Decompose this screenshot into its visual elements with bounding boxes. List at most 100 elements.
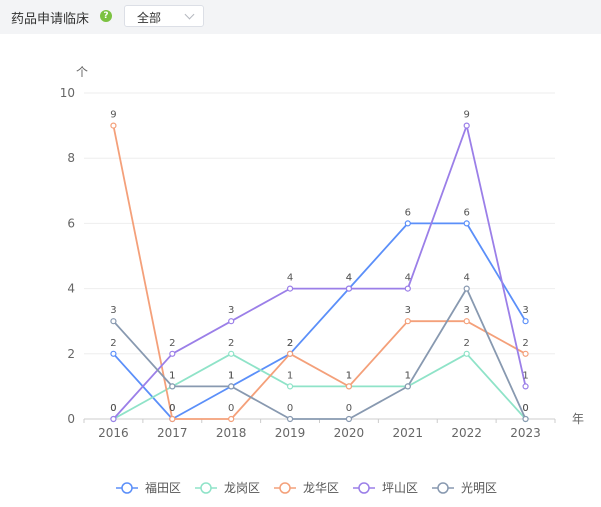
y-tick-label: 2 bbox=[67, 347, 75, 361]
question-circle-icon[interactable]: ? bbox=[100, 10, 112, 22]
x-tick-label: 2022 bbox=[451, 426, 482, 440]
data-label: 6 bbox=[405, 207, 411, 218]
data-point bbox=[228, 383, 235, 390]
data-label: 4 bbox=[346, 273, 352, 284]
legend-item[interactable]: 龙岗区 bbox=[195, 481, 260, 495]
legend-item[interactable]: 坪山区 bbox=[353, 481, 418, 495]
legend-marker-icon bbox=[358, 482, 370, 494]
y-axis-unit-label: 个 bbox=[76, 65, 88, 79]
data-label: 1 bbox=[346, 370, 352, 381]
legend-item[interactable]: 光明区 bbox=[432, 481, 497, 495]
data-label: 2 bbox=[228, 338, 234, 349]
data-point bbox=[404, 285, 411, 292]
data-point bbox=[286, 415, 294, 423]
legend-label: 坪山区 bbox=[382, 481, 418, 495]
legend[interactable]: 福田区 龙岗区 龙华区 坪山区 光明区 bbox=[116, 480, 497, 495]
data-label: 0 bbox=[287, 403, 293, 414]
x-axis-unit-label: 年 bbox=[572, 412, 584, 426]
x-tick-label: 2016 bbox=[98, 426, 129, 440]
data-label: 4 bbox=[405, 273, 411, 284]
data-label: 4 bbox=[287, 273, 293, 284]
header-bar: 药品申请临床 ? 全部 bbox=[0, 0, 601, 34]
x-tick-label: 2017 bbox=[157, 426, 188, 440]
data-label: 1 bbox=[169, 370, 175, 381]
data-point bbox=[169, 415, 176, 423]
data-label: 1 bbox=[405, 370, 411, 381]
data-point bbox=[463, 350, 470, 357]
series-line bbox=[112, 287, 527, 420]
data-point bbox=[463, 318, 470, 325]
series-line bbox=[113, 352, 527, 420]
data-point bbox=[169, 383, 176, 390]
y-tick-label: 8 bbox=[67, 151, 75, 165]
data-point bbox=[110, 318, 117, 325]
y-tick-label: 10 bbox=[60, 86, 75, 100]
y-tick-label: 6 bbox=[67, 216, 75, 230]
data-label: 0 bbox=[346, 403, 352, 414]
data-label: 2 bbox=[522, 338, 528, 349]
data-label: 1 bbox=[522, 370, 528, 381]
data-point bbox=[345, 415, 353, 423]
series-line bbox=[112, 124, 527, 420]
data-label: 3 bbox=[522, 305, 528, 316]
data-point bbox=[463, 220, 470, 227]
data-label: 2 bbox=[287, 338, 293, 349]
legend-item[interactable]: 龙华区 bbox=[274, 481, 339, 495]
data-label: 4 bbox=[346, 273, 352, 284]
data-point bbox=[463, 122, 470, 129]
x-tick-label: 2018 bbox=[216, 426, 247, 440]
legend-marker-icon bbox=[437, 482, 449, 494]
data-point bbox=[286, 285, 294, 292]
data-point bbox=[404, 318, 411, 325]
legend-item[interactable]: 福田区 bbox=[116, 480, 181, 495]
data-point bbox=[286, 350, 294, 357]
y-tick-label: 0 bbox=[67, 412, 75, 426]
x-tick-label: 2019 bbox=[275, 426, 306, 440]
data-label: 1 bbox=[228, 370, 234, 381]
legend-label: 龙岗区 bbox=[224, 481, 260, 495]
series-line bbox=[112, 125, 526, 420]
data-label: 1 bbox=[346, 370, 352, 381]
y-tick-label: 4 bbox=[67, 282, 75, 296]
legend-marker-icon bbox=[121, 482, 133, 494]
data-label: 1 bbox=[287, 370, 293, 381]
data-point bbox=[404, 383, 411, 390]
x-tick-label: 2021 bbox=[393, 426, 424, 440]
data-point bbox=[522, 383, 529, 390]
data-label: 3 bbox=[405, 305, 411, 316]
data-label: 6 bbox=[464, 207, 470, 218]
data-point bbox=[522, 350, 529, 357]
data-point bbox=[110, 122, 117, 129]
data-label: 3 bbox=[464, 305, 470, 316]
data-label: 1 bbox=[169, 370, 175, 381]
data-label: 0 bbox=[522, 403, 528, 414]
data-label: 2 bbox=[464, 338, 470, 349]
data-point bbox=[404, 220, 411, 227]
data-label: 3 bbox=[228, 305, 234, 316]
legend-marker-icon bbox=[200, 482, 212, 494]
legend-label: 龙华区 bbox=[303, 481, 339, 495]
series-line bbox=[112, 222, 527, 420]
data-point bbox=[345, 383, 353, 390]
district-select-value: 全部 bbox=[137, 11, 162, 25]
legend-marker-icon bbox=[279, 482, 291, 494]
data-point bbox=[345, 285, 353, 292]
district-select[interactable]: 全部 bbox=[124, 5, 204, 27]
chevron-down-icon bbox=[184, 9, 195, 20]
data-label: 1 bbox=[405, 370, 411, 381]
data-label: 0 bbox=[110, 403, 116, 414]
series-layer bbox=[110, 122, 529, 423]
x-tick-label: 2023 bbox=[510, 426, 541, 440]
data-point bbox=[169, 350, 176, 357]
page-title: 药品申请临床 bbox=[11, 12, 90, 27]
data-point bbox=[463, 285, 470, 292]
legend-label: 福田区 bbox=[145, 480, 181, 495]
data-label: 4 bbox=[464, 273, 470, 284]
data-point bbox=[228, 318, 235, 325]
data-point bbox=[522, 318, 529, 325]
data-point bbox=[110, 415, 117, 423]
data-label: 0 bbox=[522, 403, 528, 414]
